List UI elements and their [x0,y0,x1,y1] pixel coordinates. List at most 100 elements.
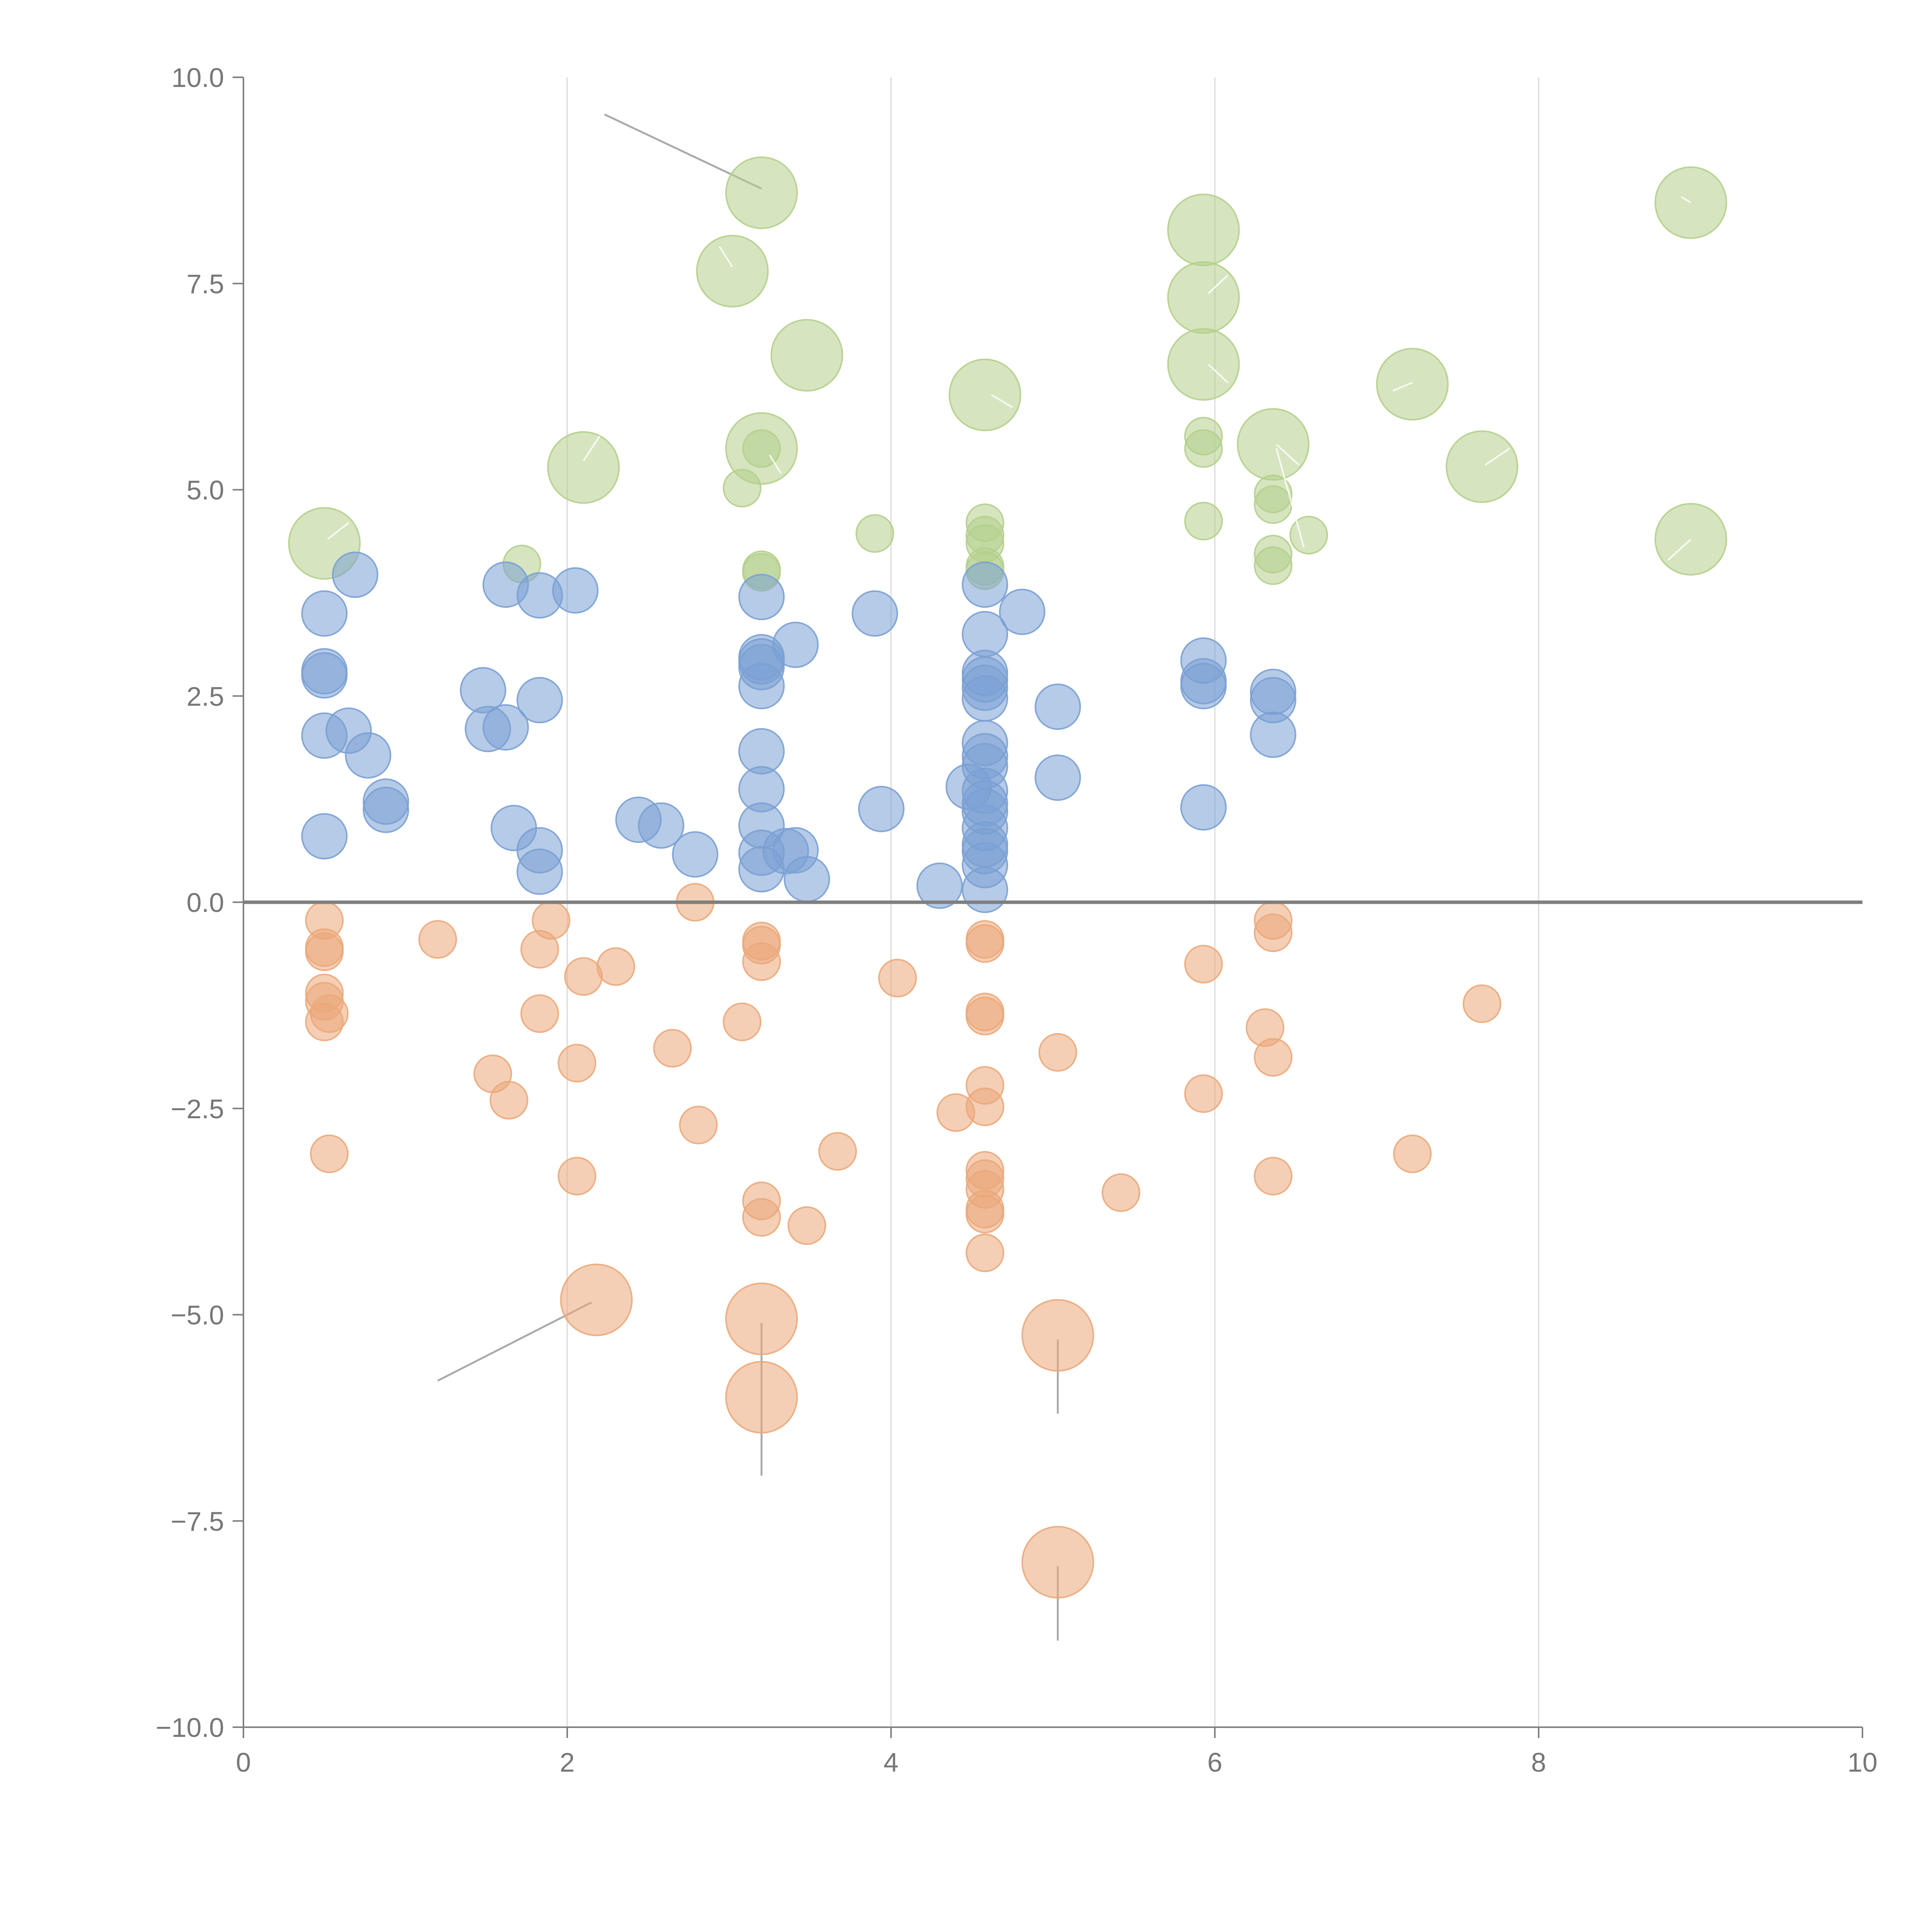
green-series-point [1253,485,1293,524]
blue-series-point [552,567,599,614]
orange-series-point [558,1044,597,1083]
orange-series-point [1021,1526,1094,1599]
orange-series-point [966,924,1005,963]
blue-series-point [301,590,348,637]
blue-series-point [962,866,1009,913]
green-series-point [547,431,620,504]
blue-series-point [852,590,898,637]
orange-series-point [520,994,559,1033]
orange-series-point [310,1134,349,1173]
orange-series-point [305,932,344,971]
y-tick-label: 10.0 [172,63,224,93]
orange-series-point [966,1195,1005,1234]
leader-line-light [1276,444,1300,466]
leader-line-light [1393,382,1413,392]
blue-series-point [516,677,563,723]
green-series-point [855,514,895,553]
leader-line-light [719,246,733,268]
orange-series-point [1393,1134,1432,1173]
blue-series-point [738,663,785,709]
green-series-point [725,156,798,229]
orange-series-point [1038,1033,1077,1072]
orange-series-point [1253,1038,1293,1077]
blue-series-point [962,561,1009,608]
blue-series-point [516,849,563,895]
orange-series-point [679,1105,718,1145]
blue-series-point [1034,754,1081,801]
orange-series-point [1021,1299,1094,1372]
green-series-point [1184,429,1223,468]
orange-series-point [818,1132,857,1171]
y-tick-label: −2.5 [171,1094,224,1124]
blue-series-point [999,588,1046,635]
green-series-point [949,358,1022,431]
orange-series-point [1253,1156,1293,1196]
orange-series-point [966,1087,1005,1126]
blue-series-point [946,764,992,810]
orange-series-point [560,1264,633,1337]
green-series-point [1289,515,1328,554]
leader-line-light [1208,364,1228,383]
blue-series-point [738,574,785,621]
green-series-point [1184,502,1223,541]
blue-series-point [332,551,379,598]
x-tick-label: 8 [1531,1747,1546,1777]
leader-line-light [769,454,782,474]
orange-series-point [1101,1173,1140,1212]
y-tick-label: −7.5 [171,1506,224,1536]
orange-series-point [878,959,917,998]
blue-series-point [1180,663,1227,709]
blue-series-point [772,621,819,668]
leader-line-light [1485,448,1510,466]
annotation-leaders-light [327,196,1692,561]
orange-series-point [1253,913,1293,952]
green-series-point [1167,328,1240,401]
green-series-point [1167,261,1240,334]
y-tick-label: 2.5 [187,681,224,711]
orange-series-point [558,1156,597,1196]
blue-series-point [1034,684,1081,730]
leader-line-light [1667,539,1692,561]
green-series-point [770,319,844,392]
orange-series-point [532,901,571,940]
leader-line-light [1276,448,1305,548]
blue-series-point [1180,784,1227,831]
y-tick-label: −10.0 [156,1713,224,1743]
orange-series-point [966,997,1005,1036]
x-tick-label: 4 [884,1747,899,1777]
orange-series-point [564,957,603,996]
axes [243,77,1862,1728]
green-series-point [1253,546,1293,585]
blue-series-point [858,786,905,832]
green-series-point [1236,408,1310,481]
data-points [288,156,1727,1599]
orange-series-point [1184,945,1223,984]
orange-series-point [418,920,457,959]
y-tick-label: 0.0 [187,888,224,918]
y-tick-label: −5.0 [171,1300,224,1330]
leader-line-light [1208,274,1228,294]
green-series-point [696,235,769,308]
green-series-point [1446,430,1519,503]
green-series-point [1167,193,1240,266]
orange-series-point [490,1081,529,1120]
blue-series-point [345,732,391,779]
blue-series-point [1250,711,1296,758]
y-tick-label: 5.0 [187,475,224,505]
orange-series-point [653,1029,692,1068]
orange-series-point [742,1198,781,1237]
blue-series-point [672,831,719,878]
blue-series-point [916,862,963,909]
blue-series-point [784,856,830,903]
blue-series-point [362,786,409,833]
leader-line-light [1680,196,1691,204]
leader-line-light [583,435,600,461]
blue-series-point [962,675,1009,722]
orange-series-point [596,947,635,986]
green-series-point [723,469,762,508]
orange-series-point [310,994,349,1033]
orange-series-point [1463,984,1502,1023]
orange-series-point [787,1206,827,1245]
green-series-point [1376,348,1449,421]
